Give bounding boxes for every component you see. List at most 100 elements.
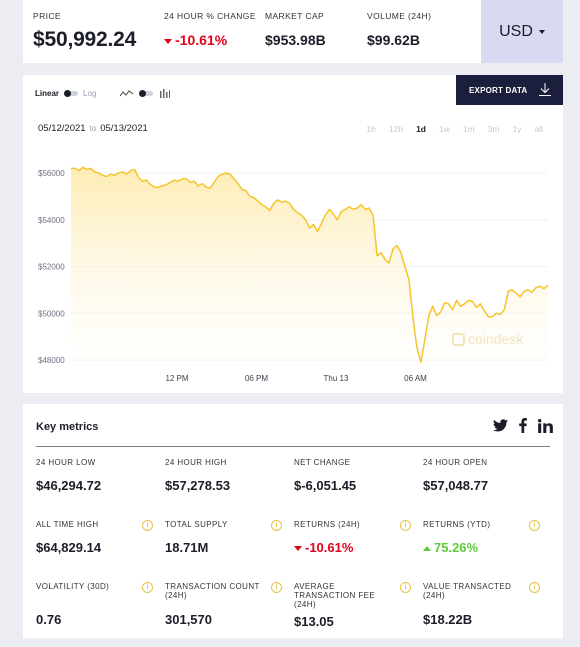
metric-24h-low: 24 HOUR LOW $46,294.72 [36,458,165,493]
chart-type-toggle[interactable] [139,90,154,97]
range-option-all[interactable]: all [534,124,543,134]
marketcap-stat: MARKET CAP $953.98B [265,11,326,48]
metric-value: 301,570 [165,612,212,627]
chevron-down-icon [538,29,545,34]
metric-label: 24 HOUR LOW [36,458,96,467]
linear-option[interactable]: Linear [35,89,60,98]
metric-volatility: VOLATILITY (30D) i 0.76 [36,582,165,627]
metric-value: -10.61% [305,540,354,555]
date-from: 05/12/2021 [38,123,86,134]
currency-label: USD [499,22,533,40]
metric-value: $46,294.72 [36,478,102,493]
metric-avg-transaction-fee: AVERAGE TRANSACTION FEE (24H) i $13.05 [294,582,423,629]
candlestick-chart-icon[interactable] [160,89,171,98]
price-chart-card: Linear Log EXPORT DATA 05/12/2021 to 05/13… [23,75,563,393]
metric-label: TRANSACTION COUNT (24H) [165,582,260,600]
range-option-1y[interactable]: 1y [512,124,522,134]
change-value-wrap: -10.61% [164,32,256,48]
metric-value: 0.76 [36,612,62,627]
x-tick-label: 12 PM [165,374,188,383]
scale-toggle[interactable] [64,90,79,97]
metric-value: $57,048.77 [423,478,489,493]
info-icon[interactable]: i [142,520,153,531]
export-data-button[interactable]: EXPORT DATA [456,75,563,105]
range-option-12h[interactable]: 12h [388,124,404,134]
range-option-3m[interactable]: 3m [487,124,500,134]
watermark-text: coindesk [468,331,524,347]
marketcap-label: MARKET CAP [265,11,325,21]
change-value: -10.61% [175,32,228,48]
linkedin-icon[interactable] [538,418,553,433]
date-range[interactable]: 05/12/2021 to 05/13/2021 [38,123,148,134]
social-share [482,418,553,433]
metric-24h-open: 24 HOUR OPEN $57,048.77 [423,458,552,493]
range-option-1h[interactable]: 1h [366,124,376,134]
info-icon[interactable]: i [271,582,282,593]
marketcap-value: $953.98B [265,32,326,48]
y-tick-label: $50000 [38,309,65,318]
metric-net-change: NET CHANGE $-6,051.45 [294,458,423,493]
metric-value-wrap: -10.61% [294,540,353,555]
metric-value-transacted: VALUE TRANSACTED (24H) i $18.22B [423,582,552,627]
twitter-icon[interactable] [493,419,508,432]
price-header: PRICE $50,992.24 24 HOUR % CHANGE -10.61… [23,0,563,63]
y-tick-label: $56000 [38,169,65,178]
line-chart-icon[interactable] [120,89,134,98]
coindesk-watermark: coindesk [452,331,524,347]
metric-label: TOTAL SUPPLY [165,520,228,529]
metric-all-time-high: ALL TIME HIGH i $64,829.14 [36,520,165,555]
info-icon[interactable]: i [529,520,540,531]
range-option-1w[interactable]: 1w [439,124,450,134]
metric-value: 75.26% [434,540,479,555]
export-data-label: EXPORT DATA [469,85,528,95]
price-series-line [71,166,549,364]
info-icon[interactable]: i [529,582,540,593]
metric-label: ALL TIME HIGH [36,520,99,529]
metric-label: AVERAGE TRANSACTION FEE (24H) [294,582,376,609]
metric-label: VOLATILITY (30D) [36,582,110,591]
change-label: 24 HOUR % CHANGE [164,11,256,21]
x-tick-label: 06 AM [404,374,427,383]
metric-label: 24 HOUR HIGH [165,458,227,467]
y-tick-label: $54000 [38,216,65,225]
range-option-1d[interactable]: 1d [416,124,426,134]
time-range-selector: 1h 12h 1d 1w 1m 3m 1y all [353,124,543,134]
metric-value: $18.22B [423,612,473,627]
currency-dropdown[interactable]: USD [481,0,563,63]
range-option-1m[interactable]: 1m [462,124,475,134]
metric-value-wrap: 75.26% [423,540,478,555]
key-metrics-card: Key metrics 24 HOUR LOW $46,294.72 24 HO… [23,404,563,638]
volume-label: VOLUME (24H) [367,11,432,21]
metric-value: $13.05 [294,614,334,629]
metric-label: RETURNS (24H) [294,520,361,529]
y-tick-label: $48000 [38,356,65,365]
info-icon[interactable]: i [400,582,411,593]
metric-value: $-6,051.45 [294,478,357,493]
price-value: $50,992.24 [33,28,137,51]
date-to: 05/13/2021 [100,123,148,134]
change-stat: 24 HOUR % CHANGE -10.61% [164,11,256,48]
metric-value: 18.71M [165,540,209,555]
metric-returns-ytd: RETURNS (YTD) i 75.26% [423,520,552,555]
metric-24h-high: 24 HOUR HIGH $57,278.53 [165,458,294,493]
x-tick-label: Thu 13 [324,374,349,383]
metric-label: NET CHANGE [294,458,351,467]
down-arrow-icon [164,38,172,44]
log-option[interactable]: Log [83,89,97,98]
divider [36,446,550,447]
metric-label: VALUE TRANSACTED (24H) [423,582,512,600]
volume-stat: VOLUME (24H) $99.62B [367,11,431,48]
y-tick-label: $52000 [38,263,65,272]
x-tick-label: 06 PM [245,374,268,383]
metric-label: RETURNS (YTD) [423,520,491,529]
metric-value: $57,278.53 [165,478,231,493]
price-label: PRICE [33,11,61,21]
info-icon[interactable]: i [271,520,282,531]
price-area-chart: $56000 $54000 $52000 $50000 $48000 12 PM 06 P… [38,166,549,383]
date-range-to: to [89,124,97,133]
info-icon[interactable]: i [142,582,153,593]
info-icon[interactable]: i [400,520,411,531]
metric-total-supply: TOTAL SUPPLY i 18.71M [165,520,294,555]
download-icon [539,83,551,96]
facebook-icon[interactable] [519,418,527,433]
